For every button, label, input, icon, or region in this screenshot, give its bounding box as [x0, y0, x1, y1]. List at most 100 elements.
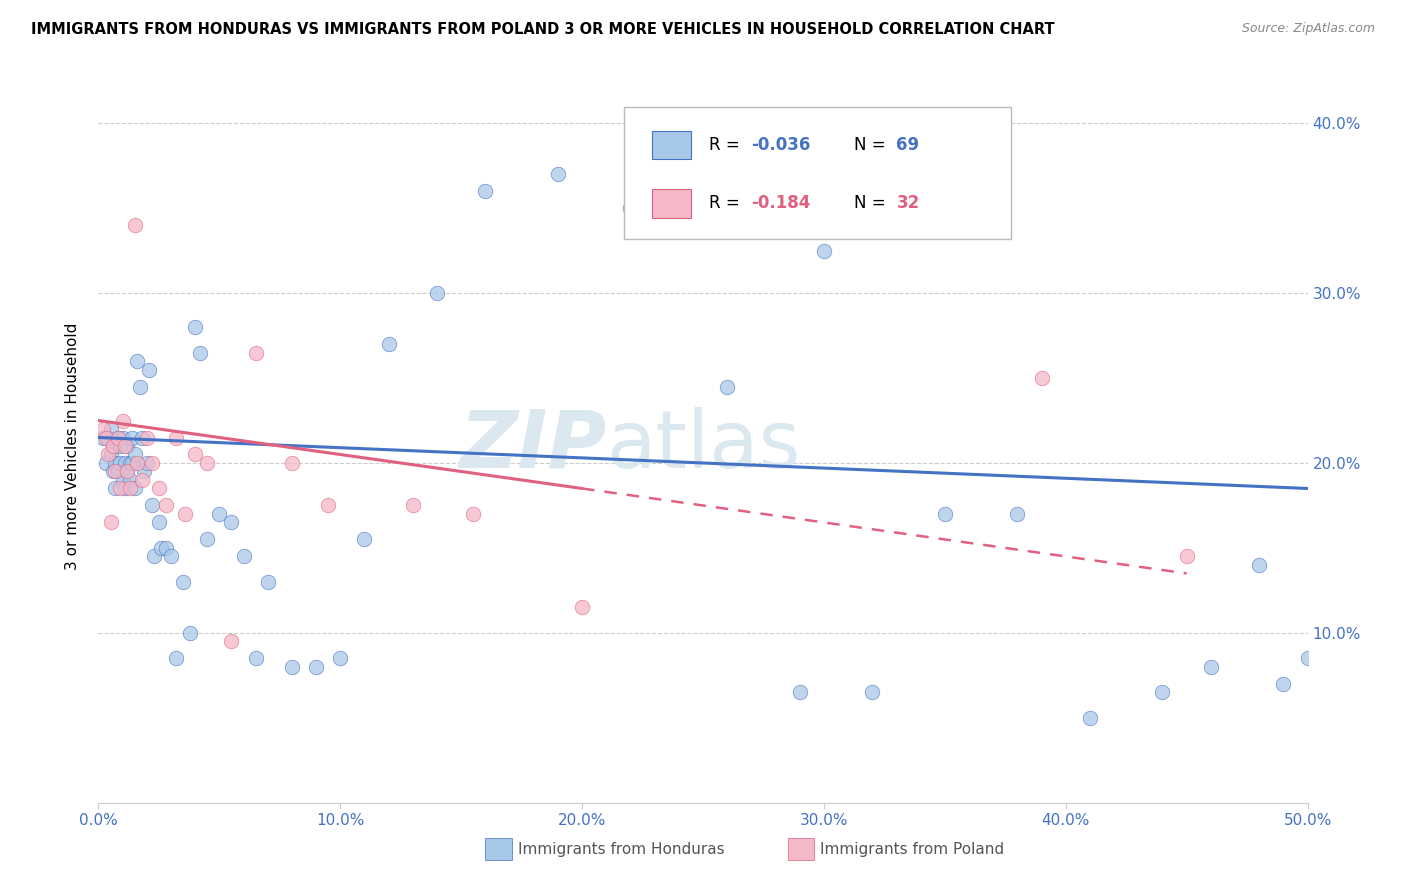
Point: [160, 549, 183, 564]
Point: [118, 456, 141, 470]
Point: [813, 244, 835, 258]
Point: [101, 439, 124, 453]
Text: IMMIGRANTS FROM HONDURAS VS IMMIGRANTS FROM POLAND 3 OR MORE VEHICLES IN HOUSEHO: IMMIGRANTS FROM HONDURAS VS IMMIGRANTS F…: [31, 22, 1054, 37]
Point: [281, 660, 304, 674]
Text: 32: 32: [897, 194, 920, 212]
Point: [138, 362, 160, 376]
Point: [111, 473, 134, 487]
Point: [124, 448, 146, 462]
Text: atlas: atlas: [606, 407, 800, 485]
Point: [124, 218, 146, 232]
Point: [1296, 651, 1319, 665]
Point: [104, 456, 127, 470]
Point: [305, 660, 328, 674]
Point: [107, 430, 129, 444]
Point: [107, 430, 129, 444]
Point: [111, 413, 134, 427]
Point: [195, 456, 218, 470]
Point: [117, 439, 139, 453]
Point: [232, 549, 254, 564]
Point: [1152, 685, 1174, 699]
Point: [111, 430, 134, 444]
Point: [150, 541, 173, 555]
Point: [135, 456, 157, 470]
Point: [135, 430, 157, 444]
Point: [184, 320, 207, 334]
Point: [174, 507, 197, 521]
Point: [127, 456, 149, 470]
Point: [1031, 371, 1053, 385]
Text: Immigrants from Poland: Immigrants from Poland: [820, 842, 1004, 856]
Point: [547, 167, 569, 181]
Bar: [787, 838, 814, 860]
Point: [208, 507, 231, 521]
Point: [121, 456, 143, 470]
Text: N =: N =: [855, 194, 891, 212]
Point: [148, 516, 170, 530]
Point: [108, 482, 131, 496]
Point: [402, 499, 425, 513]
Point: [1007, 507, 1029, 521]
Bar: [652, 130, 690, 159]
Point: [121, 430, 143, 444]
Point: [165, 651, 187, 665]
Point: [353, 533, 375, 547]
Point: [221, 516, 243, 530]
Point: [124, 482, 146, 496]
Point: [1249, 558, 1271, 572]
Point: [141, 456, 163, 470]
Point: [281, 456, 304, 470]
Text: -0.036: -0.036: [751, 136, 811, 153]
Point: [108, 439, 131, 453]
Text: Source: ZipAtlas.com: Source: ZipAtlas.com: [1241, 22, 1375, 36]
Point: [716, 379, 738, 393]
Point: [245, 345, 267, 359]
Point: [94, 430, 117, 444]
Point: [860, 685, 883, 699]
Point: [789, 685, 811, 699]
Point: [114, 482, 136, 496]
Point: [188, 345, 211, 359]
Point: [329, 651, 352, 665]
Text: Immigrants from Honduras: Immigrants from Honduras: [517, 842, 724, 856]
Point: [377, 337, 399, 351]
Point: [426, 286, 449, 301]
Point: [104, 465, 127, 479]
Point: [114, 439, 136, 453]
Point: [934, 507, 956, 521]
Point: [155, 499, 177, 513]
Point: [143, 549, 166, 564]
Point: [463, 507, 485, 521]
Point: [100, 448, 122, 462]
Point: [1199, 660, 1222, 674]
Point: [148, 482, 170, 496]
Point: [108, 456, 131, 470]
FancyBboxPatch shape: [624, 107, 1011, 239]
Text: N =: N =: [855, 136, 891, 153]
Point: [114, 456, 136, 470]
Point: [97, 430, 120, 444]
Point: [100, 516, 122, 530]
Text: R =: R =: [709, 194, 745, 212]
Point: [172, 574, 194, 589]
Point: [134, 465, 156, 479]
Point: [316, 499, 339, 513]
Text: 69: 69: [897, 136, 920, 153]
Point: [118, 482, 141, 496]
Point: [141, 499, 163, 513]
Point: [100, 422, 122, 436]
Point: [91, 430, 114, 444]
Point: [245, 651, 267, 665]
Text: -0.184: -0.184: [751, 194, 811, 212]
Point: [117, 465, 139, 479]
Point: [195, 533, 218, 547]
Point: [94, 456, 117, 470]
Point: [619, 201, 641, 215]
Point: [184, 448, 207, 462]
Point: [107, 465, 129, 479]
Point: [128, 379, 150, 393]
Y-axis label: 3 or more Vehicles in Household: 3 or more Vehicles in Household: [65, 322, 80, 570]
Point: [571, 600, 593, 615]
Point: [221, 634, 243, 648]
Point: [117, 465, 139, 479]
